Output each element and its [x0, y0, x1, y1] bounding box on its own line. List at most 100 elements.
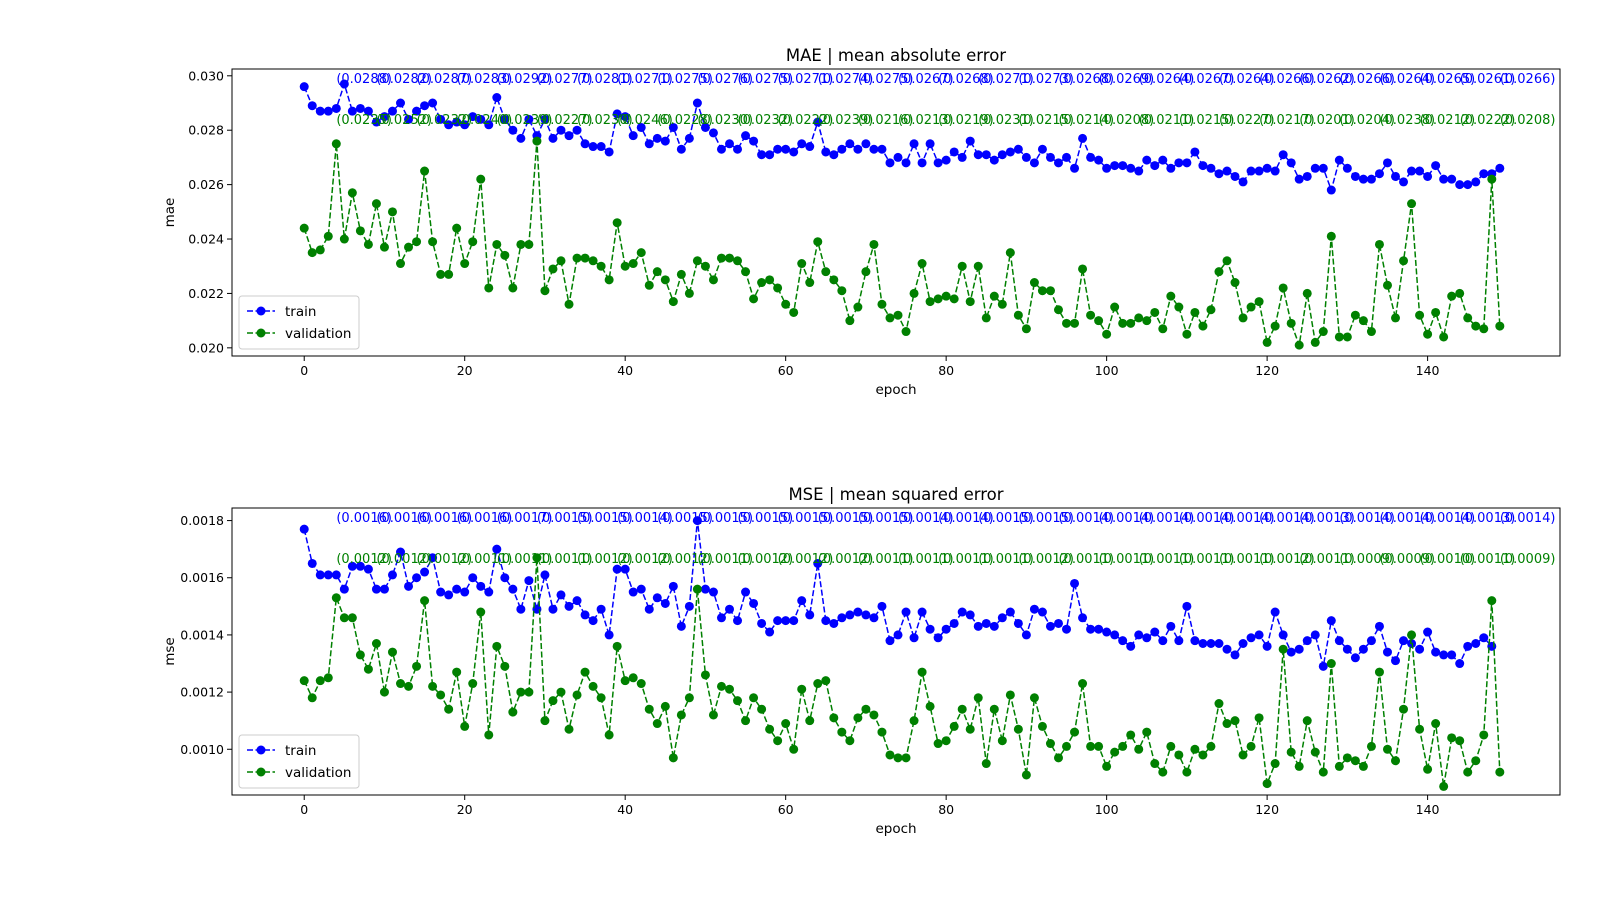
data-point: [1166, 163, 1176, 173]
value-annotation: (0.0015): [657, 511, 713, 526]
data-point: [1431, 307, 1441, 317]
value-annotation: (0.0267): [898, 72, 954, 87]
data-point: [1471, 756, 1481, 766]
data-point: [789, 616, 799, 626]
legend-marker: [256, 328, 266, 338]
data-point: [628, 587, 638, 597]
value-annotation: (0.0271): [978, 72, 1034, 87]
data-point: [741, 716, 751, 726]
data-point: [620, 261, 630, 271]
data-point: [1382, 647, 1392, 657]
data-point: [749, 136, 759, 146]
series-train: [299, 79, 1505, 195]
data-point: [492, 239, 502, 249]
data-point: [1302, 171, 1312, 181]
data-point: [877, 144, 887, 154]
data-point: [1262, 779, 1272, 789]
value-annotation: (0.0232): [738, 113, 794, 128]
value-annotation: (0.0267): [1179, 72, 1235, 87]
value-annotation: (0.0264): [1379, 72, 1435, 87]
data-point: [1005, 147, 1015, 157]
data-point: [636, 248, 646, 258]
data-point: [1366, 327, 1376, 337]
data-point: [1094, 155, 1104, 165]
data-point: [700, 670, 710, 680]
data-point: [1037, 144, 1047, 154]
data-point: [957, 704, 967, 714]
value-annotation: (0.0014): [617, 511, 673, 526]
data-point: [925, 701, 935, 711]
data-point: [428, 681, 438, 691]
data-point: [965, 610, 975, 620]
x-tick-label: 60: [778, 363, 794, 378]
data-point: [692, 98, 702, 108]
value-annotation: (0.0208): [1500, 113, 1556, 128]
data-point: [781, 616, 791, 626]
data-point: [1318, 327, 1328, 337]
value-annotation: (0.0275): [657, 72, 713, 87]
value-annotation: (0.0230): [697, 113, 753, 128]
value-annotation: (0.0266): [1500, 72, 1556, 87]
data-point: [949, 618, 959, 628]
value-annotation: (0.0014): [1099, 511, 1155, 526]
data-point: [331, 139, 341, 149]
data-point: [1495, 767, 1505, 777]
value-annotation: (0.0014): [1139, 511, 1195, 526]
data-point: [556, 125, 566, 135]
data-point: [1479, 324, 1489, 334]
data-point: [725, 684, 734, 694]
data-point: [1447, 650, 1457, 660]
value-annotation: (0.0011): [497, 552, 553, 567]
data-point: [877, 601, 887, 611]
data-point: [1286, 647, 1296, 657]
data-point: [853, 302, 863, 312]
data-point: [1447, 291, 1457, 301]
value-annotation: (0.0012): [376, 552, 432, 567]
x-tick-label: 100: [1095, 363, 1119, 378]
data-point: [885, 636, 895, 646]
data-point: [917, 667, 927, 677]
data-point: [684, 288, 694, 298]
data-point: [700, 584, 710, 594]
value-annotation: (0.0276): [697, 72, 753, 87]
data-point: [1399, 256, 1409, 266]
data-point: [1150, 161, 1160, 171]
data-point: [973, 621, 983, 631]
data-point: [371, 584, 381, 594]
data-point: [1142, 155, 1152, 165]
data-point: [773, 144, 783, 154]
data-point: [1447, 174, 1457, 184]
data-point: [307, 101, 317, 111]
data-point: [652, 267, 662, 277]
value-annotation: (0.0239): [818, 113, 874, 128]
value-annotation: (0.0266): [1259, 72, 1315, 87]
data-point: [1102, 627, 1112, 637]
data-point: [981, 759, 991, 769]
series-line: [303, 81, 1501, 193]
data-point: [1134, 166, 1144, 176]
data-point: [1246, 741, 1256, 751]
data-point: [371, 639, 381, 648]
data-point: [379, 242, 389, 252]
data-point: [1326, 185, 1336, 195]
data-point: [1037, 286, 1047, 296]
data-point: [1302, 288, 1312, 298]
data-point: [1021, 324, 1031, 334]
value-annotation: (0.0009): [1500, 552, 1556, 567]
data-point: [1166, 621, 1176, 631]
data-point: [315, 676, 325, 686]
data-point: [1286, 318, 1296, 328]
data-point: [379, 112, 389, 122]
data-point: [1342, 163, 1352, 173]
data-point: [1455, 180, 1465, 190]
data-point: [1142, 633, 1152, 643]
data-point: [1399, 177, 1409, 187]
data-point: [893, 310, 903, 320]
data-point: [484, 730, 494, 740]
data-point: [813, 679, 823, 689]
value-annotation: (0.0287): [417, 72, 473, 87]
value-annotation: (0.0009): [1339, 552, 1395, 567]
value-annotation: (0.0012): [336, 552, 392, 567]
data-point: [1350, 756, 1360, 766]
data-point: [1166, 741, 1176, 751]
